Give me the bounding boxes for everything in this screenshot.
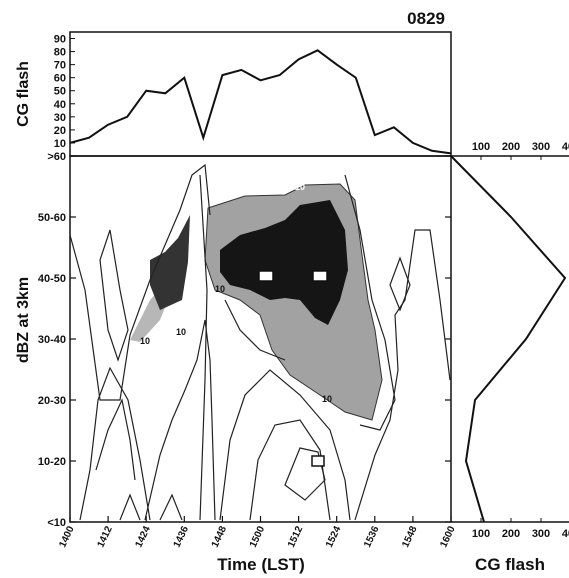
contour-label-1: 10 — [140, 336, 150, 346]
main-y-tick-label: 30-40 — [38, 334, 66, 346]
top-panel-frame — [69, 31, 452, 157]
contour-line-9 — [389, 256, 411, 312]
main-x-tick-label: 1512 — [286, 524, 306, 549]
contour-line-1 — [69, 163, 211, 401]
contour-line-11 — [159, 493, 183, 521]
contour-label-3: 10 — [215, 284, 225, 294]
main-x-tick-label: 1548 — [400, 524, 420, 549]
top-y-tick-label: 10 — [54, 138, 66, 150]
right-xlabel: CG flash — [475, 555, 545, 574]
right-x-tick-label-top: 300 — [532, 141, 550, 153]
top-y-tick-label: 20 — [54, 125, 66, 137]
right-panel: 100 200 300 400 100 200 300 400 CG flash — [450, 141, 569, 574]
top-ylabel: CG flash — [15, 61, 32, 127]
right-x-ticks-bottom: 100 200 300 400 — [472, 518, 569, 540]
contour-line-3 — [95, 398, 136, 481]
contour-line-2 — [79, 366, 151, 521]
main-y-tick-label: 40-50 — [38, 273, 66, 285]
main-y-tick-label: 20-30 — [38, 395, 66, 407]
right-x-tick-label-bottom: 400 — [562, 528, 569, 540]
main-x-tick-label: 1536 — [362, 524, 382, 549]
contour-line-13 — [344, 174, 396, 431]
contour-label-5: 10 — [176, 327, 186, 337]
main-y-tick-label: 10-20 — [38, 456, 66, 468]
shaded-region-dark-left — [150, 215, 190, 310]
right-x-tick-label-bottom: 300 — [532, 528, 550, 540]
right-cg-flash-line — [450, 155, 567, 523]
contour-line-14 — [99, 229, 129, 362]
top-y-tick-label: 60 — [54, 73, 66, 85]
contour-line-10 — [119, 493, 141, 521]
contour-field — [69, 163, 451, 521]
main-x-tick-label: 1448 — [210, 524, 230, 549]
contour-line-4 — [144, 319, 216, 521]
right-x-tick-label-top: 400 — [562, 141, 569, 153]
top-y-tick-label: 70 — [54, 60, 66, 72]
max-marker-1 — [258, 270, 274, 282]
top-y-tick-label: 90 — [54, 34, 66, 46]
contour-line-8 — [354, 229, 451, 521]
main-x-tick-label: 1412 — [95, 524, 115, 549]
contour-label-2: 10 — [295, 182, 305, 192]
max-marker-3 — [311, 455, 325, 467]
right-x-tick-label-bottom: 100 — [472, 528, 490, 540]
main-y-tick-label: <10 — [47, 517, 66, 529]
chart-title: 0829 — [407, 9, 445, 28]
top-y-tick-label: 30 — [54, 112, 66, 124]
main-x-tick-label: 1500 — [248, 524, 268, 549]
main-y-tick-label: 50-60 — [38, 212, 66, 224]
main-x-tick-label: 1600 — [438, 524, 458, 549]
main-panel: 10 10 10 10 10 dBZ at 3km Time (LST) <10… — [15, 151, 458, 574]
right-x-tick-label-bottom: 200 — [502, 528, 520, 540]
shaded-region-dark-core — [220, 200, 348, 325]
main-y-tick-label: >60 — [47, 151, 66, 163]
top-y-tick-label: 80 — [54, 47, 66, 59]
contour-line-6 — [249, 419, 331, 521]
main-y-ticks: <10 10-20 20-30 30-40 40-50 50-60 >60 — [38, 151, 451, 529]
max-marker-2 — [312, 270, 328, 282]
main-x-tick-label: 1424 — [134, 524, 154, 549]
top-y-tick-label: 50 — [54, 86, 66, 98]
main-x-ticks: 1400 1412 1424 1436 1448 1500 1512 1524 1536 1548… — [57, 516, 458, 549]
right-x-ticks-top: 100 200 300 400 — [472, 141, 569, 160]
top-cg-flash-line — [69, 49, 452, 155]
right-x-tick-label-top: 200 — [502, 141, 520, 153]
contour-line-12 — [199, 174, 208, 521]
contour-line-15 — [224, 299, 286, 361]
contour-label-4: 10 — [322, 394, 332, 404]
main-xlabel: Time (LST) — [217, 555, 305, 574]
main-x-tick-label: 1436 — [172, 524, 192, 549]
contour-line-5 — [219, 369, 351, 521]
main-x-tick-label: 1524 — [324, 524, 344, 549]
top-y-tick-label: 40 — [54, 99, 66, 111]
main-ylabel: dBZ at 3km — [15, 277, 32, 363]
right-x-tick-label-top: 100 — [472, 141, 490, 153]
